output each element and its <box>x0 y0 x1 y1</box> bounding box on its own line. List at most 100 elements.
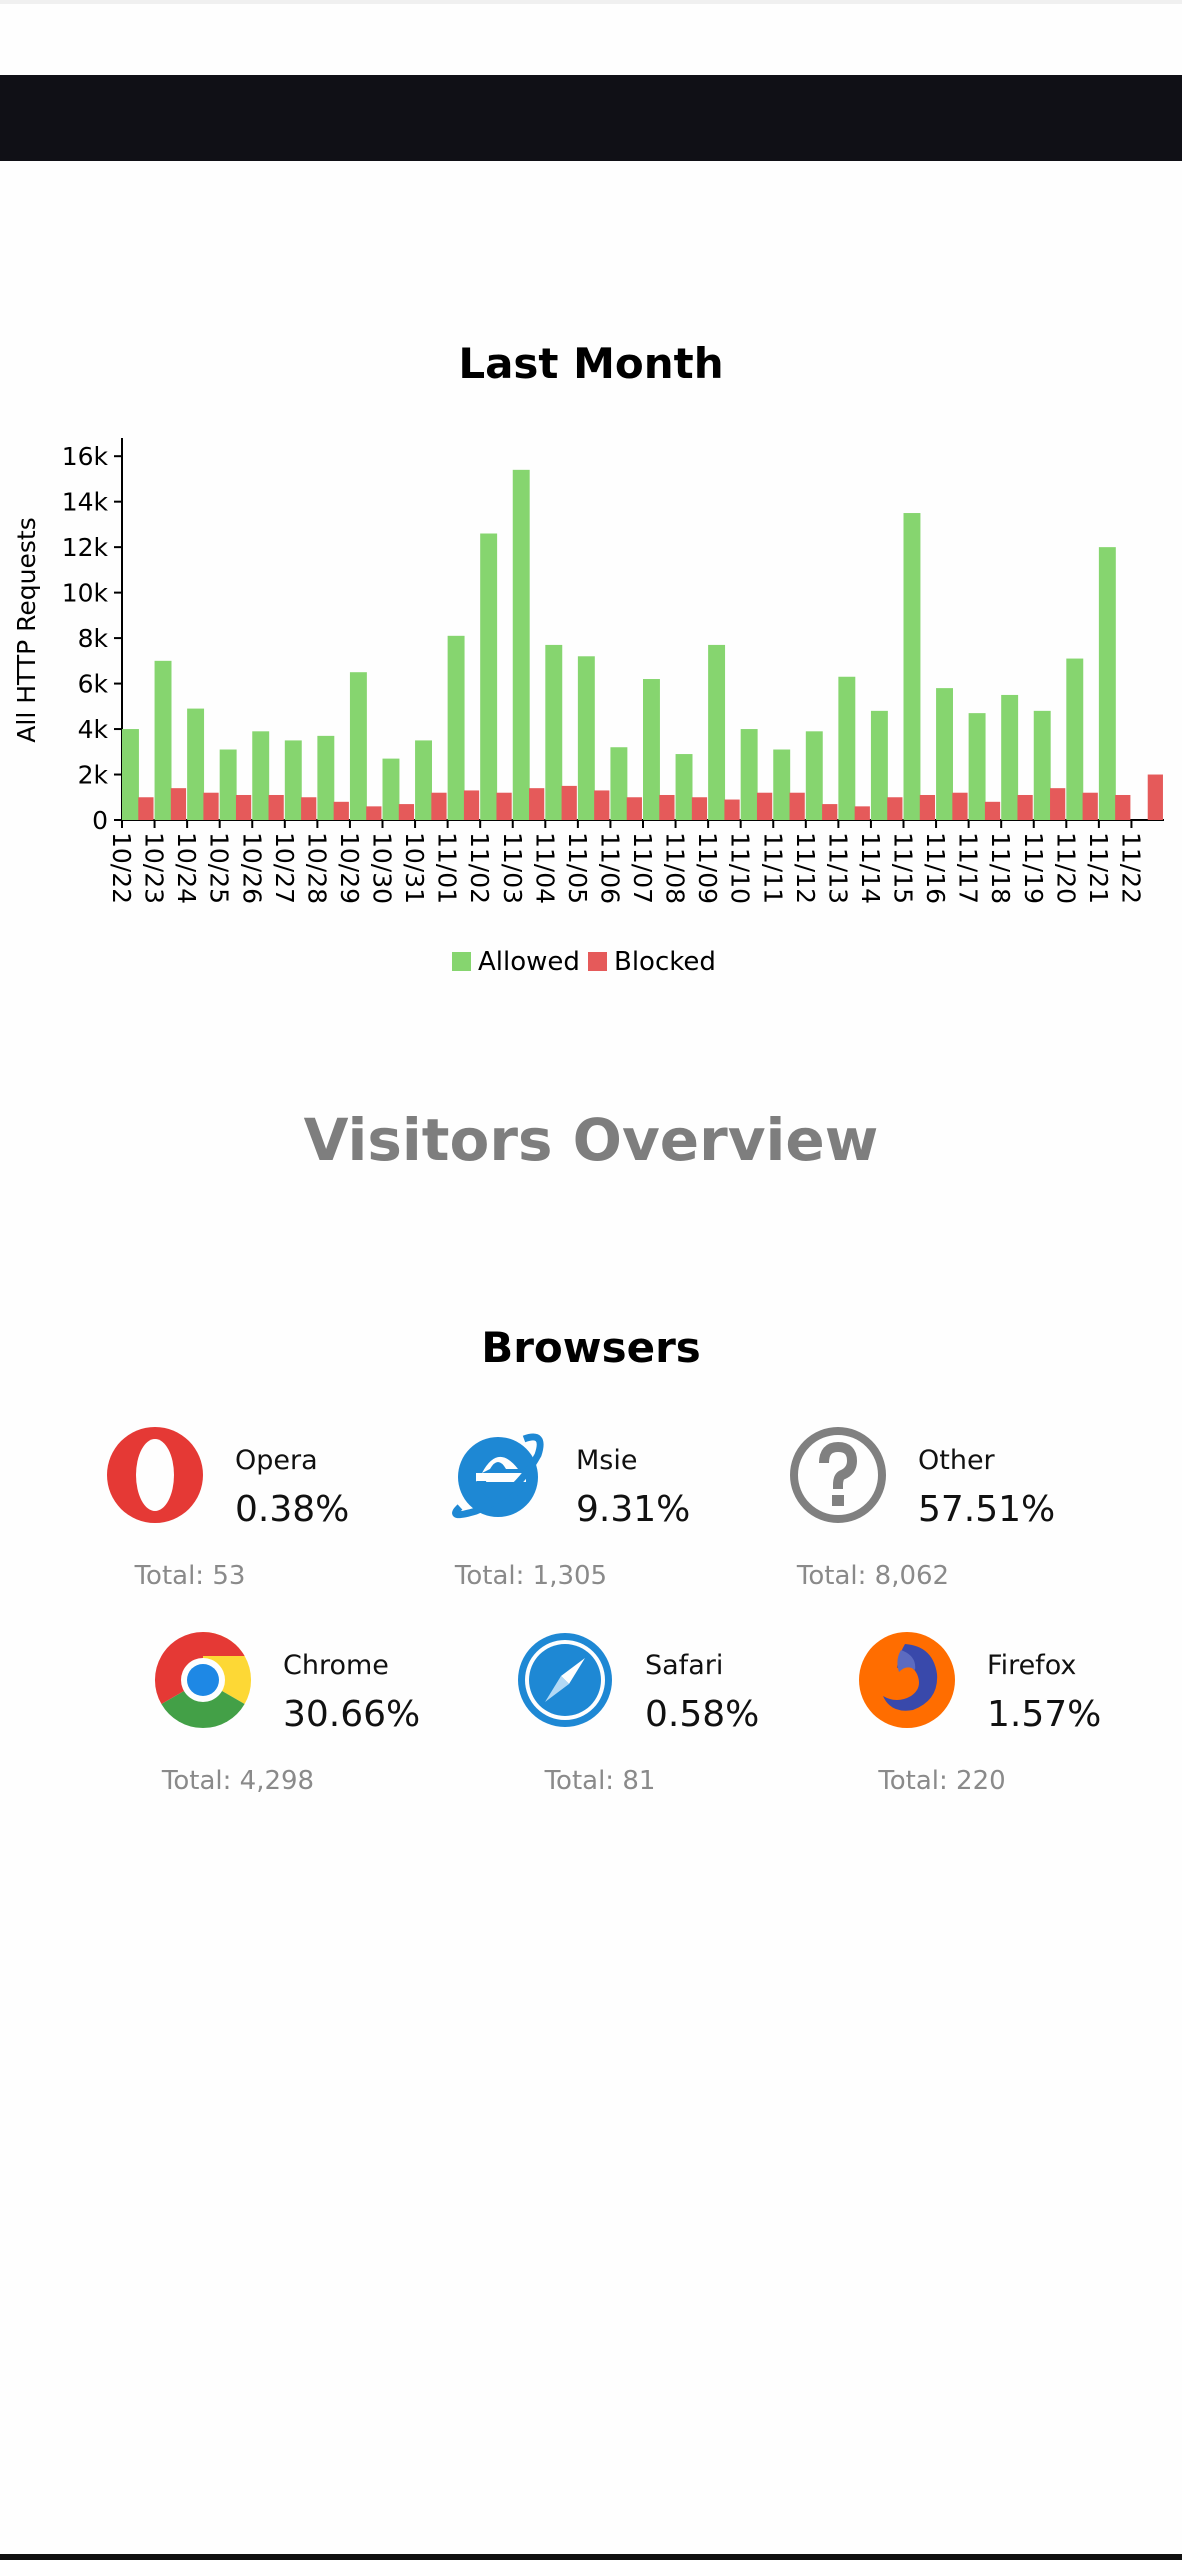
bar-blocked <box>659 794 675 820</box>
x-tick-label: 11/09 <box>693 832 722 904</box>
bar-blocked <box>431 792 447 820</box>
bar-allowed <box>122 729 139 820</box>
bar-allowed <box>480 533 498 820</box>
browser-name: Chrome <box>283 1650 389 1681</box>
legend-label-allowed: Allowed <box>478 947 580 977</box>
bar-blocked <box>235 794 252 820</box>
x-tick-label: 11/13 <box>823 832 852 904</box>
bar-allowed <box>447 635 465 820</box>
browser-percent: 30.66% <box>283 1694 421 1735</box>
status-bar-edge <box>0 0 1182 4</box>
y-tick-label: 12k <box>62 533 109 562</box>
y-tick-label: 16k <box>62 442 109 471</box>
y-tick-label: 2k <box>78 761 109 790</box>
x-tick-label: 11/12 <box>791 832 820 904</box>
chart-x-ticks: 10/22 10/23 10/24 10/25 10/26 10/27 10/28 10/29… <box>107 820 1145 904</box>
bar-blocked <box>594 790 610 820</box>
bar-blocked <box>138 797 154 820</box>
bar-blocked <box>1050 788 1066 820</box>
x-tick-label: 10/25 <box>205 832 234 904</box>
y-tick-label: 0 <box>92 806 108 835</box>
bar-blocked <box>561 785 577 820</box>
chrome-icon <box>154 1632 252 1729</box>
bar-blocked <box>626 797 642 820</box>
x-tick-label: 11/15 <box>889 832 918 904</box>
bar-blocked <box>463 790 480 820</box>
bar-blocked <box>398 804 415 820</box>
bottom-edge <box>0 2554 1182 2560</box>
browser-card-chrome: Chrome 30.66% Total: 4,298 <box>153 1630 483 1810</box>
bar-blocked <box>919 794 936 820</box>
x-tick-label: 11/18 <box>986 832 1015 904</box>
browser-name: Msie <box>576 1445 638 1476</box>
bar-allowed <box>870 710 888 820</box>
browser-total: Total: 1,305 <box>454 1561 608 1591</box>
y-tick-label: 4k <box>78 715 109 744</box>
browser-name: Firefox <box>987 1650 1077 1681</box>
x-tick-label: 11/20 <box>1051 832 1080 904</box>
x-tick-label: 11/14 <box>856 832 885 904</box>
x-tick-label: 10/28 <box>302 832 331 904</box>
bar-blocked <box>854 806 870 820</box>
bar-blocked <box>366 806 382 820</box>
bar-allowed <box>154 660 172 820</box>
bar-allowed <box>610 747 628 820</box>
x-tick-label: 11/04 <box>530 832 559 904</box>
browser-name: Safari <box>645 1650 724 1681</box>
x-tick-label: 11/16 <box>921 832 950 904</box>
bar-allowed <box>1033 710 1051 820</box>
bar-allowed <box>805 731 823 820</box>
bar-allowed <box>349 672 367 820</box>
browser-percent: 0.58% <box>645 1694 760 1735</box>
browser-card-msie: Msie 9.31% Total: 1,305 <box>446 1425 776 1605</box>
y-tick-label: 8k <box>78 624 109 653</box>
x-tick-label: 11/22 <box>1116 832 1145 904</box>
x-tick-label: 11/11 <box>758 832 787 904</box>
browser-name: Opera <box>235 1445 318 1476</box>
bar-blocked <box>1082 792 1098 820</box>
question-mark-icon <box>790 1427 886 1523</box>
bar-blocked <box>1147 774 1163 820</box>
y-axis-label: All HTTP Requests <box>12 517 41 742</box>
x-tick-label: 11/05 <box>563 832 592 904</box>
bar-allowed <box>773 749 791 820</box>
bar-allowed <box>1001 694 1019 820</box>
x-tick-label: 11/03 <box>498 832 527 904</box>
bar-allowed <box>252 731 270 820</box>
bar-allowed <box>1098 547 1116 820</box>
bar-allowed <box>219 749 237 820</box>
bar-allowed <box>675 754 693 820</box>
x-tick-label: 11/10 <box>726 832 755 904</box>
internet-explorer-icon <box>452 1433 544 1519</box>
bar-blocked <box>1115 794 1131 820</box>
bar-blocked <box>333 801 349 820</box>
y-tick-label: 6k <box>78 670 109 699</box>
bar-allowed <box>838 676 856 820</box>
bar-allowed <box>382 758 400 820</box>
browser-percent: 57.51% <box>918 1489 1056 1530</box>
bar-allowed <box>317 735 335 820</box>
chart-legend: Allowed Blocked <box>452 947 716 977</box>
bar-blocked <box>887 797 903 820</box>
browser-card-other: Other 57.51% Total: 8,062 <box>788 1425 1118 1605</box>
browser-percent: 1.57% <box>987 1694 1102 1735</box>
x-tick-label: 11/08 <box>661 832 690 904</box>
browser-total: Total: 81 <box>544 1766 656 1796</box>
bar-blocked <box>1017 794 1033 820</box>
browser-percent: 9.31% <box>576 1489 691 1530</box>
bar-blocked <box>496 792 512 820</box>
browser-total: Total: 4,298 <box>161 1766 315 1796</box>
browser-total: Total: 8,062 <box>796 1561 950 1591</box>
bar-blocked <box>268 794 284 820</box>
x-tick-label: 10/30 <box>368 832 397 904</box>
bar-allowed <box>968 713 986 820</box>
bar-blocked <box>952 792 968 820</box>
bar-blocked <box>203 792 219 820</box>
bar-allowed <box>936 688 953 820</box>
bar-blocked <box>691 797 708 820</box>
bar-allowed <box>903 513 921 820</box>
bar-blocked <box>724 799 740 820</box>
chart-title: Last Month <box>458 339 724 388</box>
x-tick-label: 11/07 <box>628 832 657 904</box>
x-tick-label: 10/27 <box>270 832 299 904</box>
